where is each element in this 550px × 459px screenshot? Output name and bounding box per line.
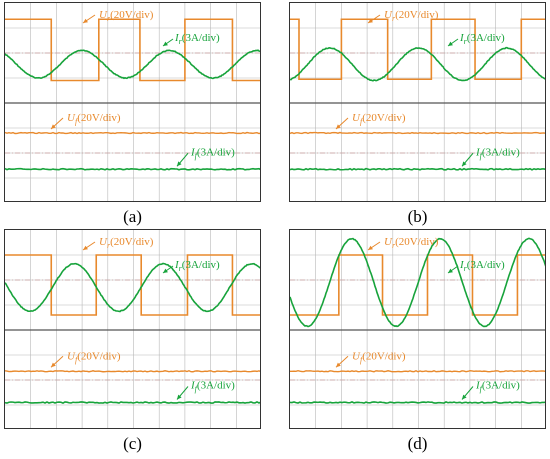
voltage-label-lower: Uf(20V/div) bbox=[352, 112, 406, 126]
current-label-upper-arrow-head bbox=[163, 268, 168, 273]
caption-b: (b) bbox=[407, 207, 428, 226]
voltage-trace-lower bbox=[5, 131, 260, 135]
voltage-label-lower-arrow-head bbox=[51, 362, 56, 368]
voltage-label-lower-arrow-head bbox=[51, 124, 56, 129]
voltage-label-upper-arrow-head bbox=[368, 245, 373, 250]
current-label-lower: If(3A/div) bbox=[475, 146, 520, 160]
caption-d: (d) bbox=[407, 434, 428, 453]
current-label-upper-arrow-head bbox=[163, 41, 168, 46]
voltage-label-upper: Ur(20V/div) bbox=[384, 9, 439, 23]
scope-plot-b: Ur(20V/div) Ir(3A/div) Uf(20V/div) If(3A/di… bbox=[290, 3, 545, 201]
current-label-upper-arrow-head bbox=[448, 41, 453, 46]
voltage-trace-lower bbox=[290, 131, 545, 135]
current-trace-upper bbox=[5, 49, 260, 80]
caption-c: (c) bbox=[123, 434, 142, 453]
voltage-label-upper: Ur(20V/div) bbox=[99, 236, 154, 250]
scope-panel-b: Ur(20V/div) Ir(3A/div) Uf(20V/div) If(3A/di… bbox=[289, 2, 546, 202]
voltage-label-lower-arrow-head bbox=[336, 362, 341, 368]
voltage-trace-lower bbox=[290, 370, 545, 373]
current-label-upper: Ir(3A/div) bbox=[174, 32, 220, 46]
voltage-label-lower-arrow-head bbox=[336, 124, 341, 129]
voltage-trace-upper bbox=[5, 254, 260, 316]
current-label-upper: Ir(3A/div) bbox=[459, 32, 505, 46]
current-trace-lower bbox=[5, 167, 260, 171]
current-trace-lower bbox=[5, 401, 260, 404]
current-label-lower: If(3A/div) bbox=[190, 380, 235, 394]
voltage-label-upper: Ur(20V/div) bbox=[384, 236, 439, 250]
voltage-label-lower: Uf(20V/div) bbox=[67, 350, 121, 364]
voltage-trace-upper bbox=[290, 18, 545, 81]
scope-panel-c: Ur(20V/div) Ir(3A/div) Uf(20V/div) If(3A/di… bbox=[4, 229, 261, 429]
current-trace-lower bbox=[290, 401, 545, 404]
current-label-lower-arrow-head bbox=[462, 161, 467, 167]
scope-plot-a: Ur(20V/div) Ir(3A/div) Uf(20V/div) If(3A/di… bbox=[5, 3, 260, 201]
voltage-label-lower: Uf(20V/div) bbox=[352, 350, 406, 364]
voltage-label-upper-arrow-head bbox=[83, 245, 88, 250]
current-label-lower: If(3A/div) bbox=[475, 380, 520, 394]
voltage-label-upper: Ur(20V/div) bbox=[99, 9, 154, 23]
scope-plot-c: Ur(20V/div) Ir(3A/div) Uf(20V/div) If(3A/di… bbox=[5, 230, 260, 428]
current-trace-upper bbox=[290, 46, 545, 82]
voltage-label-lower: Uf(20V/div) bbox=[67, 112, 121, 126]
current-label-lower-arrow-head bbox=[177, 394, 182, 400]
current-label-upper: Ir(3A/div) bbox=[174, 259, 220, 273]
scope-panel-a: Ur(20V/div) Ir(3A/div) Uf(20V/div) If(3A/di… bbox=[4, 2, 261, 202]
current-label-lower-arrow-head bbox=[462, 394, 467, 400]
current-label-lower: If(3A/div) bbox=[190, 146, 235, 160]
voltage-trace-lower bbox=[5, 369, 260, 373]
current-label-upper-arrow-head bbox=[448, 268, 453, 273]
current-trace-lower bbox=[290, 167, 545, 171]
scope-panel-d: Ur(20V/div) Ir(3A/div) Uf(20V/div) If(3A/di… bbox=[289, 229, 546, 429]
caption-a: (a) bbox=[123, 207, 142, 226]
voltage-label-upper-arrow-head bbox=[368, 18, 373, 23]
current-label-upper: Ir(3A/div) bbox=[459, 259, 505, 273]
scope-plot-d: Ur(20V/div) Ir(3A/div) Uf(20V/div) If(3A/di… bbox=[290, 230, 545, 428]
voltage-trace-upper bbox=[5, 18, 260, 82]
current-trace-upper bbox=[5, 262, 260, 313]
voltage-label-upper-arrow-head bbox=[83, 18, 88, 23]
current-trace-upper bbox=[290, 237, 545, 328]
voltage-trace-upper bbox=[290, 254, 545, 316]
current-label-lower-arrow-head bbox=[177, 161, 182, 167]
